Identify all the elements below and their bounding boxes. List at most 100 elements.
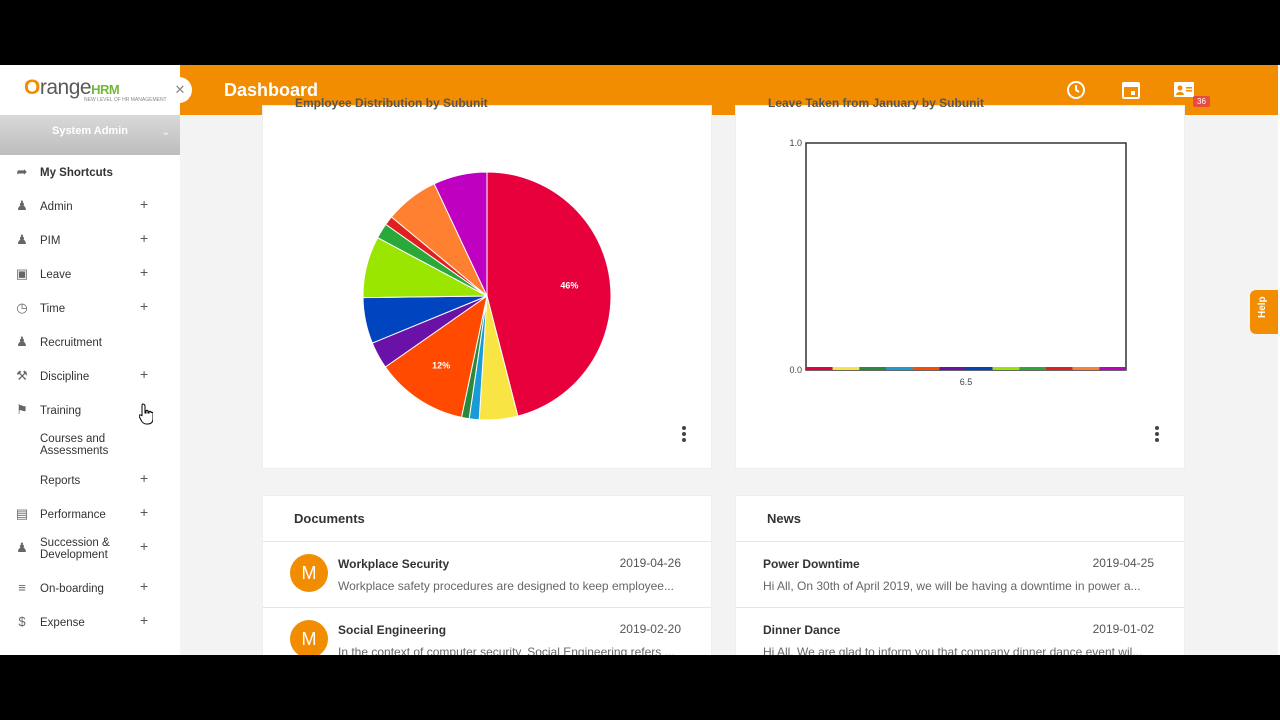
help-tab[interactable]: Help xyxy=(1250,290,1278,334)
bar[interactable] xyxy=(886,367,913,370)
bar[interactable] xyxy=(912,367,940,370)
share-arrow-icon: ➦ xyxy=(16,164,28,179)
expand-plus-icon[interactable]: + xyxy=(140,470,149,486)
expand-plus-icon[interactable]: + xyxy=(140,196,149,212)
pie-slice-label: 12% xyxy=(432,360,450,370)
logo-letter: O xyxy=(24,76,40,99)
document-title[interactable]: Workplace Security xyxy=(338,557,450,571)
expand-plus-icon[interactable]: + xyxy=(140,538,149,554)
calendar-icon[interactable] xyxy=(1120,79,1142,101)
help-label: Help xyxy=(1257,296,1268,318)
gavel-icon: ⚒ xyxy=(16,368,28,383)
bar[interactable] xyxy=(1019,367,1046,370)
users-icon: ♟ xyxy=(16,540,28,555)
sidebar-item-performance[interactable]: ▤ Performance + xyxy=(0,499,180,533)
bar[interactable] xyxy=(1046,367,1073,370)
briefcase-icon: ▣ xyxy=(15,266,29,281)
more-options-icon[interactable] xyxy=(682,426,688,444)
sidebar-item-label: My Shortcuts xyxy=(40,167,113,179)
clock-icon: ◷ xyxy=(16,300,28,315)
clock-icon[interactable] xyxy=(1065,79,1087,101)
expand-plus-icon[interactable]: + xyxy=(140,504,149,520)
sidebar-item-training[interactable]: ⚑ Training xyxy=(0,395,180,429)
news-title[interactable]: Dinner Dance xyxy=(763,623,841,637)
sidebar-item-expense[interactable]: $ Expense + xyxy=(0,607,180,641)
divider xyxy=(263,607,711,608)
orangehrm-logo[interactable]: OrangeHRM NEW LEVEL OF HR MANAGEMENT xyxy=(24,75,167,105)
expand-plus-icon[interactable]: + xyxy=(140,366,149,382)
sidebar-item-discipline[interactable]: ⚒ Discipline + xyxy=(0,361,180,395)
bar[interactable] xyxy=(1099,367,1126,370)
expand-plus-icon[interactable]: + xyxy=(140,264,149,280)
sidebar-item-label: PIM xyxy=(40,235,61,247)
sidebar-item-label: Succession & Development xyxy=(40,537,110,561)
more-options-icon[interactable] xyxy=(1155,426,1161,444)
news-snippet: Hi All, On 30th of April 2019, we will b… xyxy=(763,579,1141,593)
user-list-icon: ♟ xyxy=(16,232,28,247)
nav-menu: ➦ My Shortcuts ♟ Admin + ♟ PIM + ▣ Leave… xyxy=(0,157,180,641)
pie-slice-label: 46% xyxy=(560,281,578,291)
sidebar-item-succession-development[interactable]: ♟ Succession & Development + xyxy=(0,533,180,573)
logo-text: range xyxy=(39,76,92,99)
user-gear-icon: ♟ xyxy=(16,198,28,213)
megaphone-icon: ⚑ xyxy=(16,402,28,417)
bar-chart: 1.0 0.0 6.5 xyxy=(789,138,1127,387)
sidebar-item-on-boarding[interactable]: ≡ On-boarding + xyxy=(0,573,180,607)
sidebar-item-my-shortcuts[interactable]: ➦ My Shortcuts xyxy=(0,157,180,191)
news-title[interactable]: Power Downtime xyxy=(763,557,860,571)
news-header: News xyxy=(767,511,801,526)
layers-icon: ≡ xyxy=(18,580,26,595)
bar[interactable] xyxy=(859,367,886,370)
bar[interactable] xyxy=(1072,367,1100,370)
sidebar-close-button[interactable]: ✕ xyxy=(168,77,192,103)
sidebar-item-reports[interactable]: Reports + xyxy=(0,465,180,499)
sidebar-item-label: Performance xyxy=(40,509,106,521)
news-item[interactable]: Dinner Dance 2019-01-02 Hi All, We are g… xyxy=(736,608,1184,655)
bar[interactable] xyxy=(832,367,860,370)
sidebar: OrangeHRM NEW LEVEL OF HR MANAGEMENT Sys… xyxy=(0,65,180,655)
expand-plus-icon[interactable]: + xyxy=(140,230,149,246)
card-title: Employee Distribution by Subunit xyxy=(295,96,488,110)
document-title[interactable]: Social Engineering xyxy=(338,623,447,637)
hand-cursor-icon xyxy=(139,403,153,425)
user-menu[interactable]: System Admin ⌄ xyxy=(0,115,180,155)
sidebar-item-recruitment[interactable]: ♟ Recruitment xyxy=(0,327,180,361)
pie-slice[interactable] xyxy=(433,171,488,297)
user-name: System Admin xyxy=(51,125,128,137)
bar[interactable] xyxy=(966,367,993,370)
sidebar-item-label: On-boarding xyxy=(40,583,104,595)
pie-slice[interactable] xyxy=(384,294,488,418)
news-snippet: Hi All, We are glad to inform you that c… xyxy=(763,645,1143,655)
bar[interactable] xyxy=(939,367,966,370)
sidebar-item-label: Expense xyxy=(40,617,85,629)
sidebar-item-label: Discipline xyxy=(40,371,90,383)
sidebar-item-label: Leave xyxy=(40,269,72,281)
documents-card: Documents M Workplace Security 2019-04-2… xyxy=(262,495,712,655)
news-item[interactable]: Power Downtime 2019-04-25 Hi All, On 30t… xyxy=(736,542,1184,608)
divider xyxy=(263,541,711,542)
sidebar-item-pim[interactable]: ♟ PIM + xyxy=(0,225,180,259)
pie-slice[interactable] xyxy=(486,171,612,417)
logo-suffix: HRM xyxy=(91,82,120,97)
contacts-icon[interactable] xyxy=(1173,79,1195,101)
document-item[interactable]: M Social Engineering 2019-02-20 In the c… xyxy=(263,608,711,655)
bar[interactable] xyxy=(992,367,1020,370)
sidebar-item-courses-and-assessments[interactable]: Courses and Assessments xyxy=(0,429,180,475)
document-date: 2019-04-26 xyxy=(619,556,681,570)
dollar-icon: $ xyxy=(18,614,26,629)
bar[interactable] xyxy=(806,367,833,370)
expand-plus-icon[interactable]: + xyxy=(140,612,149,628)
sidebar-item-label: Admin xyxy=(40,201,73,213)
x-tick-label: 6.5 xyxy=(960,377,973,387)
document-item[interactable]: M Workplace Security 2019-04-26 Workplac… xyxy=(263,542,711,608)
sidebar-item-admin[interactable]: ♟ Admin + xyxy=(0,191,180,225)
news-date: 2019-01-02 xyxy=(1092,622,1154,636)
sidebar-item-time[interactable]: ◷ Time + xyxy=(0,293,180,327)
news-card: News Power Downtime 2019-04-25 Hi All, O… xyxy=(735,495,1185,655)
sidebar-item-leave[interactable]: ▣ Leave + xyxy=(0,259,180,293)
expand-plus-icon[interactable]: + xyxy=(140,578,149,594)
sidebar-item-label: Recruitment xyxy=(40,337,102,349)
expand-plus-icon[interactable]: + xyxy=(140,298,149,314)
pie-chart: 46% 12% xyxy=(362,171,612,421)
sidebar-item-label: Courses and Assessments xyxy=(40,433,109,457)
